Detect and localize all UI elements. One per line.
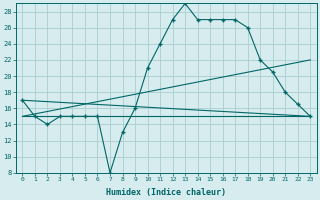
X-axis label: Humidex (Indice chaleur): Humidex (Indice chaleur) [106, 188, 226, 197]
